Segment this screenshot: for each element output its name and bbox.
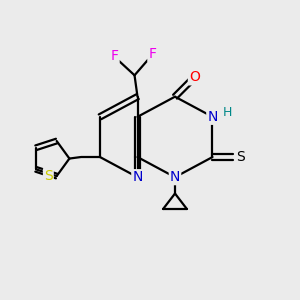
Text: N: N (132, 170, 143, 184)
Text: N: N (170, 170, 180, 184)
Text: S: S (44, 169, 53, 183)
Text: F: F (148, 47, 156, 61)
Text: F: F (111, 49, 119, 63)
Text: S: S (236, 150, 245, 164)
Text: N: N (207, 110, 218, 124)
Text: H: H (223, 106, 232, 119)
Text: O: O (189, 70, 200, 84)
